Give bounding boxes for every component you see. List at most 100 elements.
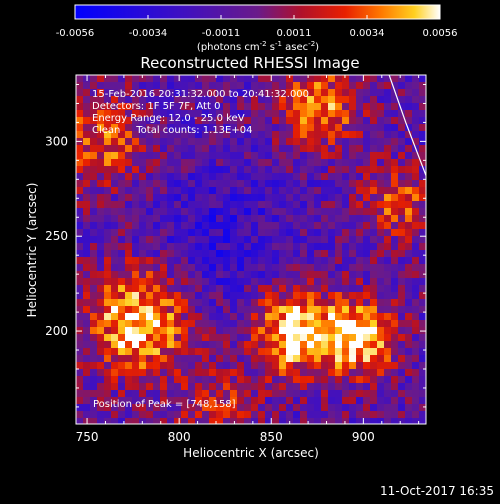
heatmap-cell [258, 208, 265, 215]
heatmap-cell [139, 369, 146, 376]
heatmap-cell [223, 313, 230, 320]
heatmap-cell [314, 96, 321, 103]
heatmap-cell [216, 404, 223, 411]
heatmap-cell [349, 208, 356, 215]
heatmap-cell [251, 334, 258, 341]
heatmap-cell [244, 138, 251, 145]
heatmap-cell [258, 152, 265, 159]
heatmap-cell [272, 187, 279, 194]
heatmap-cell [153, 222, 160, 229]
heatmap-cell [132, 271, 139, 278]
heatmap-cell [279, 292, 286, 299]
heatmap-cell [118, 334, 125, 341]
heatmap-cell [251, 201, 258, 208]
heatmap-cell [370, 411, 377, 418]
heatmap-cell [321, 404, 328, 411]
heatmap-cell [146, 110, 153, 117]
heatmap-cell [370, 278, 377, 285]
heatmap-cell [251, 299, 258, 306]
heatmap-cell [293, 383, 300, 390]
heatmap-cell [272, 110, 279, 117]
heatmap-cell [405, 96, 412, 103]
heatmap-cell [335, 166, 342, 173]
heatmap-cell [412, 306, 419, 313]
heatmap-cell [384, 327, 391, 334]
heatmap-cell [230, 369, 237, 376]
heatmap-cell [216, 397, 223, 404]
heatmap-cell [377, 159, 384, 166]
heatmap-cell [118, 103, 125, 110]
heatmap-cell [342, 208, 349, 215]
heatmap-cell [237, 397, 244, 404]
heatmap-cell [223, 166, 230, 173]
heatmap-cell [76, 222, 83, 229]
heatmap-cell [111, 194, 118, 201]
heatmap-cell [132, 390, 139, 397]
heatmap-cell [153, 397, 160, 404]
heatmap-cell [216, 369, 223, 376]
heatmap-cell [370, 299, 377, 306]
heatmap-cell [167, 159, 174, 166]
heatmap-cell [412, 173, 419, 180]
heatmap-cell [202, 82, 209, 89]
heatmap-cell [328, 369, 335, 376]
heatmap-cell [97, 376, 104, 383]
heatmap-cell [335, 229, 342, 236]
heatmap-cell [76, 418, 83, 424]
heatmap-cell [230, 383, 237, 390]
heatmap-cell [174, 152, 181, 159]
heatmap-cell [335, 187, 342, 194]
heatmap-cell [251, 145, 258, 152]
heatmap-cell [370, 152, 377, 159]
heatmap-cell [300, 131, 307, 138]
heatmap-cell [181, 152, 188, 159]
heatmap-cell [321, 222, 328, 229]
heatmap-cell [125, 341, 132, 348]
heatmap-cell [286, 264, 293, 271]
heatmap-cell [244, 348, 251, 355]
heatmap-cell [167, 397, 174, 404]
heatmap-cell [83, 180, 90, 187]
heatmap-cell [363, 390, 370, 397]
heatmap-cell [419, 96, 426, 103]
heatmap-cell [391, 96, 398, 103]
heatmap-cell [188, 285, 195, 292]
heatmap-cell [391, 397, 398, 404]
heatmap-cell [230, 334, 237, 341]
heatmap-cell [188, 222, 195, 229]
heatmap-cell [286, 292, 293, 299]
heatmap-cell [398, 236, 405, 243]
heatmap-cell [230, 131, 237, 138]
heatmap-cell [349, 243, 356, 250]
heatmap-cell [230, 96, 237, 103]
heatmap-cell [293, 404, 300, 411]
heatmap-cell [370, 82, 377, 89]
heatmap-cell [188, 180, 195, 187]
heatmap-cell [160, 278, 167, 285]
heatmap-cell [195, 355, 202, 362]
heatmap-cell [153, 138, 160, 145]
heatmap-cell [97, 103, 104, 110]
heatmap-cell [237, 369, 244, 376]
heatmap-cell [76, 369, 83, 376]
heatmap-cell [307, 215, 314, 222]
heatmap-cell [300, 138, 307, 145]
heatmap-cell [160, 264, 167, 271]
heatmap-cell [419, 229, 426, 236]
heatmap-cell [202, 411, 209, 418]
heatmap-cell [356, 201, 363, 208]
heatmap-cell [195, 250, 202, 257]
heatmap-cell [391, 285, 398, 292]
heatmap-cell [272, 243, 279, 250]
heatmap-cell [279, 208, 286, 215]
heatmap-cell [419, 75, 426, 82]
heatmap-cell [223, 187, 230, 194]
heatmap-cell [209, 229, 216, 236]
heatmap-cell [160, 222, 167, 229]
heatmap-cell [111, 208, 118, 215]
heatmap-cell [230, 257, 237, 264]
heatmap-cell [265, 376, 272, 383]
x-tick-label: 850 [260, 430, 283, 444]
heatmap-cell [139, 194, 146, 201]
